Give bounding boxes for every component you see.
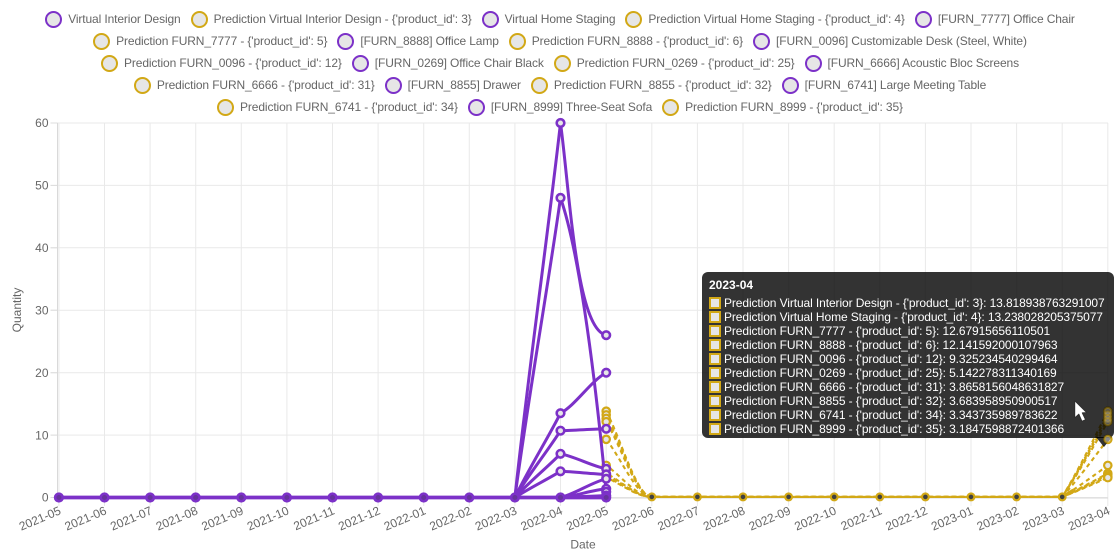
svg-text:2022-11: 2022-11 — [839, 503, 884, 533]
svg-text:2022-07: 2022-07 — [655, 503, 701, 533]
svg-text:2022-03: 2022-03 — [473, 503, 519, 533]
svg-text:2022-10: 2022-10 — [792, 503, 838, 533]
svg-text:40: 40 — [35, 241, 49, 255]
svg-text:60: 60 — [35, 116, 49, 130]
svg-text:2022-08: 2022-08 — [701, 503, 747, 533]
svg-text:2022-06: 2022-06 — [610, 503, 656, 533]
svg-text:Date: Date — [570, 538, 596, 552]
svg-text:2022-05: 2022-05 — [564, 503, 610, 533]
svg-text:2023-01: 2023-01 — [929, 503, 975, 533]
svg-text:2021-07: 2021-07 — [108, 503, 154, 533]
svg-text:2022-01: 2022-01 — [382, 503, 428, 533]
svg-text:2021-12: 2021-12 — [336, 503, 382, 533]
svg-text:2021-06: 2021-06 — [63, 503, 109, 533]
svg-text:2022-04: 2022-04 — [519, 503, 565, 533]
svg-text:2022-02: 2022-02 — [427, 503, 473, 533]
svg-text:30: 30 — [35, 303, 49, 317]
svg-text:10: 10 — [35, 428, 49, 442]
svg-text:2023-04: 2023-04 — [1066, 503, 1112, 533]
svg-text:2021-11: 2021-11 — [291, 503, 336, 533]
svg-text:2022-12: 2022-12 — [883, 503, 929, 533]
svg-text:2023-02: 2023-02 — [975, 503, 1021, 533]
svg-text:2021-09: 2021-09 — [199, 503, 245, 533]
svg-text:2023-03: 2023-03 — [1020, 503, 1066, 533]
svg-text:2022-09: 2022-09 — [747, 503, 793, 533]
svg-text:2021-08: 2021-08 — [154, 503, 200, 533]
svg-text:Quantity: Quantity — [10, 288, 24, 333]
svg-text:2021-05: 2021-05 — [17, 503, 63, 533]
svg-text:20: 20 — [35, 366, 49, 380]
svg-text:50: 50 — [35, 179, 49, 193]
svg-text:2021-10: 2021-10 — [245, 503, 291, 533]
svg-text:0: 0 — [42, 491, 49, 505]
